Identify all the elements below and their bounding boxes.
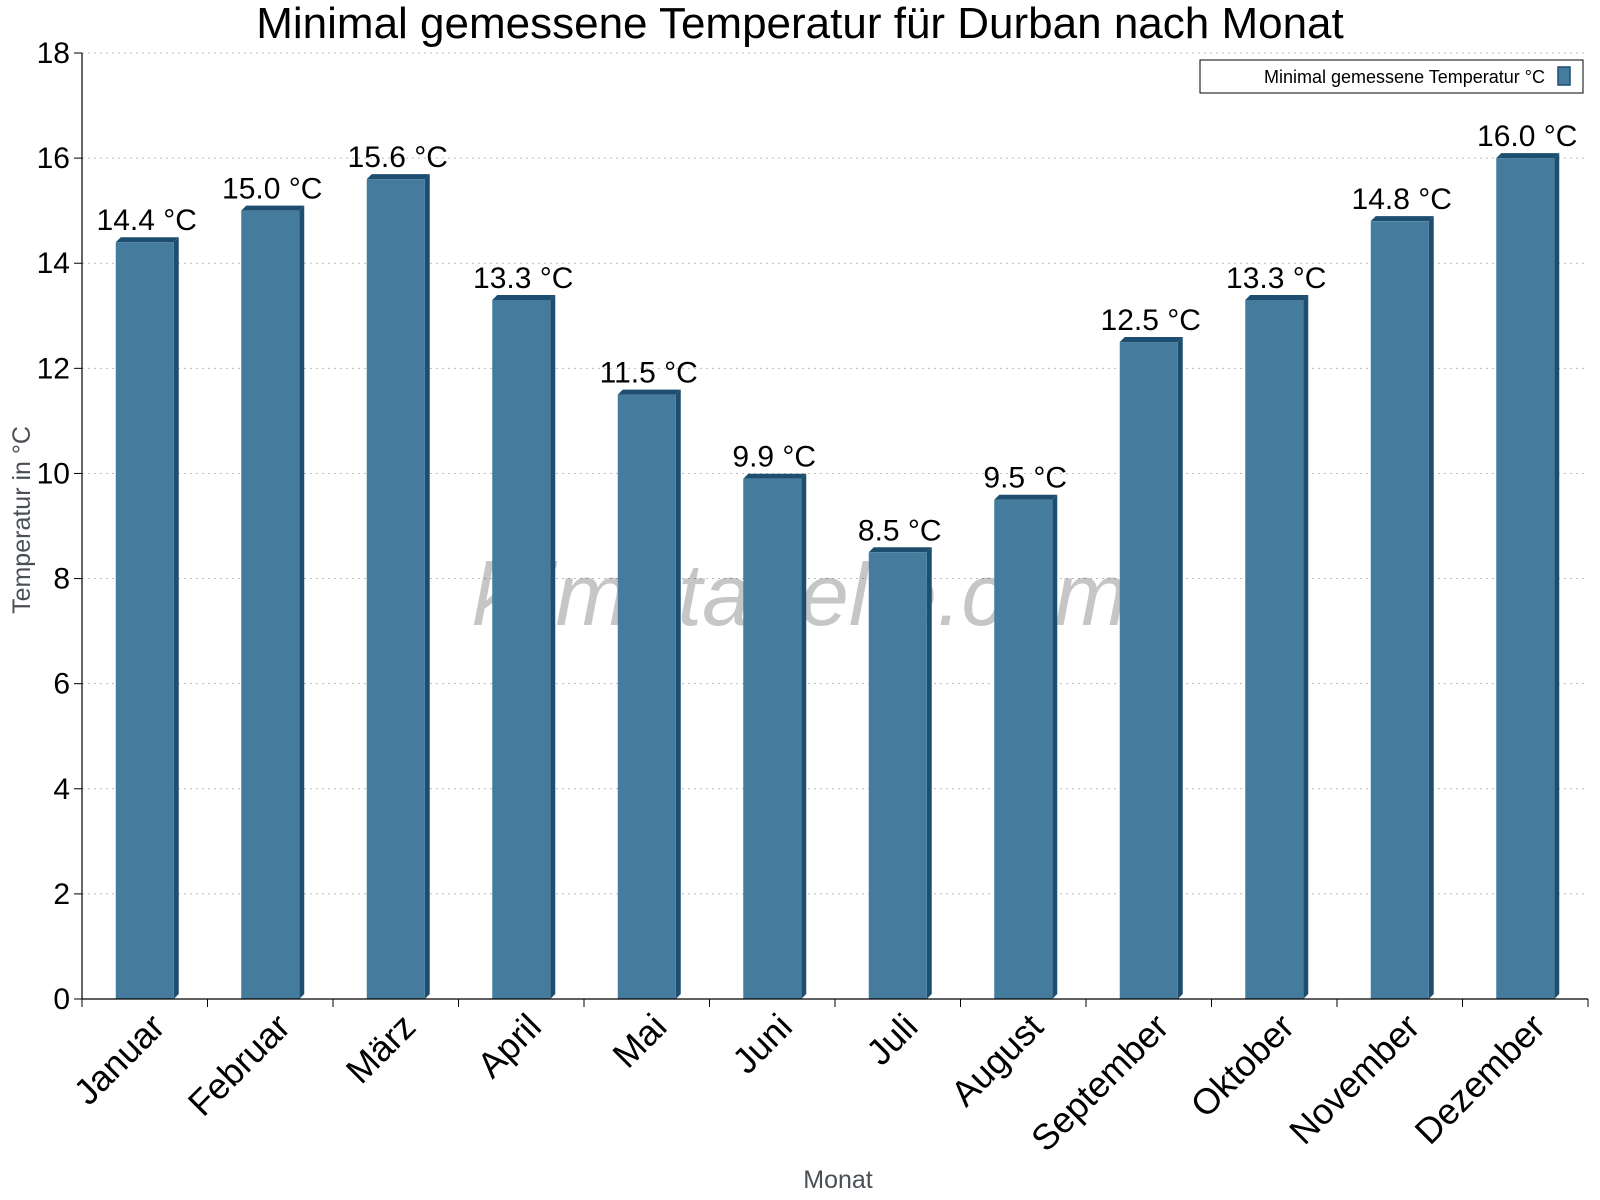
y-axis-label: Temperatur in °C xyxy=(8,426,36,614)
data-label: 14.8 °C xyxy=(1352,183,1452,216)
bar-top xyxy=(241,205,305,211)
y-tick-label: 0 xyxy=(53,983,70,1016)
bar xyxy=(994,494,1058,999)
bar-front xyxy=(115,242,174,999)
data-label: 13.3 °C xyxy=(1226,262,1326,295)
bar-front xyxy=(994,499,1053,999)
bar-front xyxy=(868,552,927,999)
bar-side xyxy=(1052,494,1058,999)
bar-side xyxy=(1428,216,1434,999)
grid-lines xyxy=(82,52,1588,895)
bar-front xyxy=(1370,221,1429,999)
bar-front xyxy=(617,394,676,1000)
bar-top xyxy=(743,473,807,479)
bar-top xyxy=(1370,216,1434,222)
bar-side xyxy=(173,237,179,999)
bar-side xyxy=(550,295,556,999)
bar-side xyxy=(1554,153,1560,1000)
bar-top xyxy=(115,237,179,243)
y-tick-label: 10 xyxy=(37,457,70,490)
bar xyxy=(1245,295,1309,999)
bar-side xyxy=(801,473,807,999)
data-label: 8.5 °C xyxy=(858,514,942,547)
bar-side xyxy=(1177,337,1183,999)
bar-front xyxy=(1119,342,1178,999)
bar-side xyxy=(926,547,932,999)
x-tick-label: November xyxy=(1281,1006,1427,1152)
y-tick-label: 16 xyxy=(37,142,70,175)
y-tick-label: 2 xyxy=(53,878,70,911)
bar-front xyxy=(241,210,300,999)
bar xyxy=(1370,216,1434,999)
x-tick-label: März xyxy=(338,1006,424,1092)
y-tick-label: 4 xyxy=(53,773,70,806)
x-tick-label: Mai xyxy=(604,1006,674,1076)
y-tick-labels: 0 2 4 6 8 10 12 14 16 18 xyxy=(37,37,70,1016)
bar xyxy=(115,237,179,999)
bar-side xyxy=(1303,295,1309,999)
bar xyxy=(366,174,430,1000)
bar-side xyxy=(299,205,305,999)
bar-side xyxy=(675,389,681,1000)
data-labels: 14.4 °C 15.0 °C 15.6 °C 13.3 °C 11.5 °C 9.9 °… xyxy=(97,120,1578,547)
y-tick-label: 14 xyxy=(37,247,70,280)
data-label: 11.5 °C xyxy=(600,357,698,390)
chart-title: Minimal gemessene Temperatur für Durban … xyxy=(256,0,1344,48)
bar-top xyxy=(366,174,430,180)
bar-front xyxy=(492,300,551,999)
bar xyxy=(617,389,681,1000)
bar xyxy=(743,473,807,999)
y-tick-label: 18 xyxy=(37,37,70,70)
bar-top xyxy=(617,389,681,395)
x-tick-label: Dezember xyxy=(1406,1006,1552,1152)
y-tick-label: 12 xyxy=(37,352,70,385)
bar-front xyxy=(1245,300,1304,999)
y-tick-label: 8 xyxy=(53,563,70,596)
bar xyxy=(1496,153,1560,1000)
bar-front xyxy=(1496,158,1555,1000)
x-axis-label: Monat xyxy=(803,1166,873,1194)
x-tick-label: Februar xyxy=(180,1006,298,1124)
x-tick-label: Januar xyxy=(66,1006,173,1113)
bars xyxy=(115,153,1560,1000)
legend: Minimal gemessene Temperatur °C xyxy=(1199,59,1584,94)
data-label: 9.9 °C xyxy=(732,441,816,474)
legend-label: Minimal gemessene Temperatur °C xyxy=(1264,67,1545,87)
x-tick-label: April xyxy=(469,1006,549,1086)
axes xyxy=(74,52,1589,1007)
data-label: 15.6 °C xyxy=(348,141,448,174)
x-tick-label: Oktober xyxy=(1182,1006,1302,1126)
legend-swatch xyxy=(1557,66,1571,86)
data-label: 13.3 °C xyxy=(473,262,573,295)
x-tick-label: Juni xyxy=(724,1006,800,1082)
bar xyxy=(868,547,932,999)
bar-side xyxy=(424,174,430,1000)
bar xyxy=(1119,337,1183,999)
bar-front xyxy=(366,179,425,1000)
bar-top xyxy=(1245,295,1309,301)
bar-top xyxy=(994,494,1058,500)
data-label: 15.0 °C xyxy=(222,173,322,206)
bar-top xyxy=(868,547,932,553)
legend-box xyxy=(1199,59,1584,94)
data-label: 12.5 °C xyxy=(1101,304,1201,337)
bar-top xyxy=(1496,153,1560,159)
bar-top xyxy=(1119,337,1183,343)
x-tick-labels: Januar Februar März April Mai Juni Juli AugustS… xyxy=(66,1006,1553,1160)
data-label: 9.5 °C xyxy=(983,462,1067,495)
bar-front xyxy=(743,478,802,999)
y-tick-label: 6 xyxy=(53,668,70,701)
bar xyxy=(241,205,305,999)
x-tick-label: August xyxy=(943,1006,1051,1114)
data-label: 16.0 °C xyxy=(1477,120,1577,153)
bar-top xyxy=(492,295,556,301)
x-tick-label: September xyxy=(1023,1006,1177,1160)
data-label: 14.4 °C xyxy=(97,204,197,237)
bar xyxy=(492,295,556,999)
x-tick-label: Juli xyxy=(858,1006,925,1073)
